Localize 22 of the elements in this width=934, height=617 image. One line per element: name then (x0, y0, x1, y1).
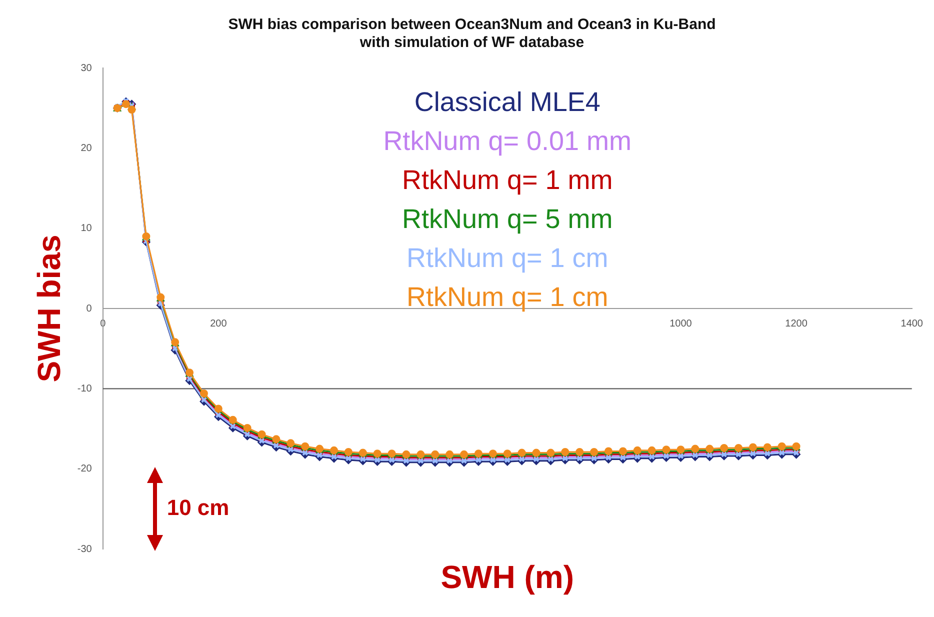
x-tick-label: 200 (210, 318, 228, 330)
y-tick-label: 20 (80, 142, 92, 154)
annotation: 10 cm (166, 495, 230, 521)
y-tick-label: -20 (77, 464, 92, 475)
x-tick-label: 1200 (785, 318, 808, 330)
x-axis-title: SWH (m) (440, 559, 576, 596)
x-tick-label: 1400 (900, 318, 924, 330)
y-tick-label: 30 (80, 62, 92, 74)
y-tick-label: 0 (86, 303, 92, 314)
chart-title: SWH bias comparison between Ocean3Num and Ocean3 in Ku-Band (228, 16, 716, 34)
text: RtkNum q= 1 mm (400, 164, 614, 197)
text: RtkNum q= 0.01 mm (382, 125, 633, 158)
y-tick-label: -10 (77, 383, 92, 394)
x-tick-label: 1000 (670, 318, 692, 330)
text: RtkNum q= 5 mm (400, 203, 614, 236)
text: Classical MLE4 (413, 86, 602, 119)
y-axis-title: SWH bias (31, 234, 68, 382)
text: RtkNum q= 1 cm (405, 242, 610, 275)
text: RtkNum q= 1 cm (405, 281, 610, 314)
y-tick-label: -30 (77, 544, 92, 555)
chart-subtitle: with simulation of WF database (358, 34, 584, 52)
y-tick-label: 10 (80, 223, 92, 234)
